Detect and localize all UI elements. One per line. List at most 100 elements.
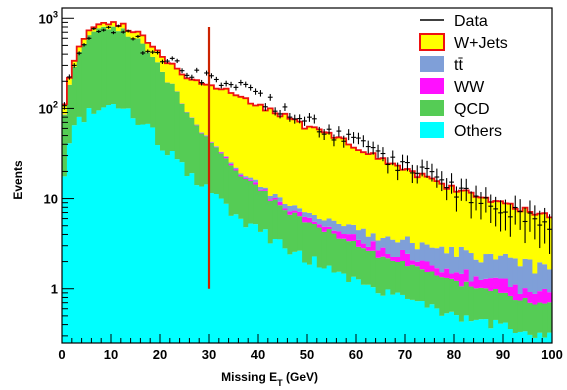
bar-ww [360,243,367,249]
bar-qcd [204,136,210,185]
data-point [503,199,508,231]
bar-ww [365,246,372,251]
bar-others [316,267,323,343]
bar-others [204,184,210,343]
bar-tt [449,246,455,274]
x-axis: 0 10 20 30 40 50 60 70 80 90 100 [58,334,563,362]
bar-qcd [76,51,82,117]
bar-ww [218,152,225,154]
bar-ww [297,211,303,217]
data-point [223,80,229,87]
bar-ww [522,288,528,298]
data-point [444,178,450,201]
bar-ww [258,189,264,191]
data-point [385,157,391,174]
bar-wjets [341,138,347,227]
bar-qcd [145,52,151,124]
bar-qcd [503,292,509,323]
data-point [316,126,322,138]
bar-others [243,227,249,343]
bar-wjets [512,208,519,259]
data-point [463,178,469,202]
bar-tt [262,187,269,190]
bar-qcd [370,250,376,288]
bar-others [62,176,68,343]
bar-qcd [272,199,278,240]
y-tick-label: 1 [51,282,58,297]
bar-wjets [307,126,313,213]
bar-tt [542,264,548,289]
data-point [76,51,82,56]
bar-qcd [351,240,357,277]
bar-qcd [395,261,401,293]
bar-ww [307,217,313,223]
data-point [233,84,239,91]
data-point [351,132,356,144]
bar-wjets [120,23,127,29]
bar-wjets [218,89,225,152]
bar-qcd [194,125,200,186]
bar-ww [346,234,352,242]
data-point [547,214,552,254]
bar-ww [272,197,278,200]
bar-ww [537,291,543,303]
bar-others [473,319,479,343]
legend-entry-data: Data [420,13,488,30]
data-point [164,59,170,64]
bar-others [395,292,401,343]
data-point [184,72,190,79]
bar-qcd [316,227,323,268]
bar-tt [282,203,288,209]
bar-others [483,319,489,343]
bar-wjets [164,63,171,83]
bar-ww [287,211,293,215]
data-point [458,178,464,201]
data-point [424,160,430,178]
bar-qcd [135,38,141,125]
bar-others [463,315,470,343]
bar-wjets [488,201,494,254]
bar-wjets [458,190,465,247]
bar-qcd [150,56,156,128]
bar-tt [424,244,430,262]
bar-qcd [277,205,283,240]
data-point [248,84,254,91]
bar-others [209,193,215,343]
bar-qcd [542,303,548,338]
bar-tt [414,249,421,262]
data-point [302,116,307,126]
data-point [488,194,494,223]
bar-others [213,194,220,343]
bar-qcd [262,190,269,230]
bar-others [468,321,474,343]
bar-ww [341,233,347,239]
bar-tt [439,246,445,273]
bar-wjets [184,78,190,112]
bar-ww [449,273,455,279]
data-point [532,205,538,240]
bar-wjets [483,197,489,255]
bar-ww [463,269,470,282]
data-point [400,154,405,171]
data-point [439,171,445,192]
data-point [375,144,381,159]
bar-qcd [321,231,327,269]
bar-tt [517,266,523,294]
bar-qcd [507,295,514,330]
bar-wjets [209,85,215,142]
bar-others [311,256,318,343]
bar-tt [321,220,327,227]
bar-qcd [493,288,499,320]
data-point [91,27,97,31]
bar-qcd [547,302,553,333]
bar-qcd [233,170,239,215]
data-point [253,88,258,95]
data-point [199,79,205,86]
bar-wjets [395,165,401,243]
bar-others [184,175,190,343]
bar-wjets [478,197,484,263]
bar-qcd [414,266,421,302]
bar-wjets [248,103,254,178]
bar-others [547,332,553,343]
